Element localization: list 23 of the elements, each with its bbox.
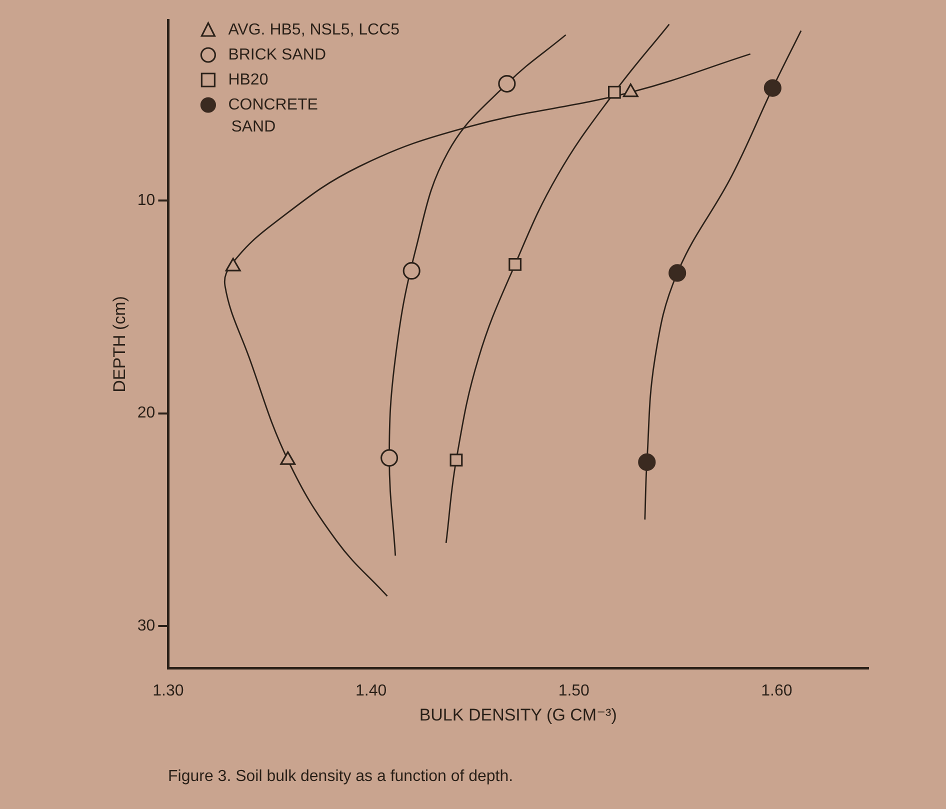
- legend-label: AVG. HB5, NSL5, LCC5: [228, 21, 400, 38]
- legend-label: CONCRETE SAND: [228, 96, 318, 136]
- x-tick-label: 1.40: [355, 682, 387, 700]
- y-tick-label: 30: [137, 617, 156, 634]
- x-tick-label: 1.60: [761, 682, 792, 700]
- point: [380, 449, 398, 467]
- point: [508, 258, 522, 271]
- y-tick-label: 20: [137, 404, 156, 422]
- point: [402, 262, 420, 280]
- point: [498, 74, 516, 93]
- caption: Figure 3. Soil bulk density as a function of depth.: [168, 768, 514, 786]
- x-axis-title: BULK DENSITY (G CM⁻³): [419, 705, 617, 724]
- y-axis-title: DEPTH (cm): [110, 296, 129, 392]
- point: [450, 454, 463, 467]
- x-tick-label: 1.50: [558, 682, 590, 700]
- point: [668, 264, 686, 282]
- point: [764, 79, 782, 97]
- x-tick-label: 1.30: [152, 682, 184, 700]
- y-tick-label: 10: [137, 192, 156, 210]
- legend-label: HB20: [228, 71, 268, 88]
- point: [608, 86, 621, 99]
- legend-label: BRICK SAND: [228, 46, 326, 64]
- point: [638, 453, 656, 471]
